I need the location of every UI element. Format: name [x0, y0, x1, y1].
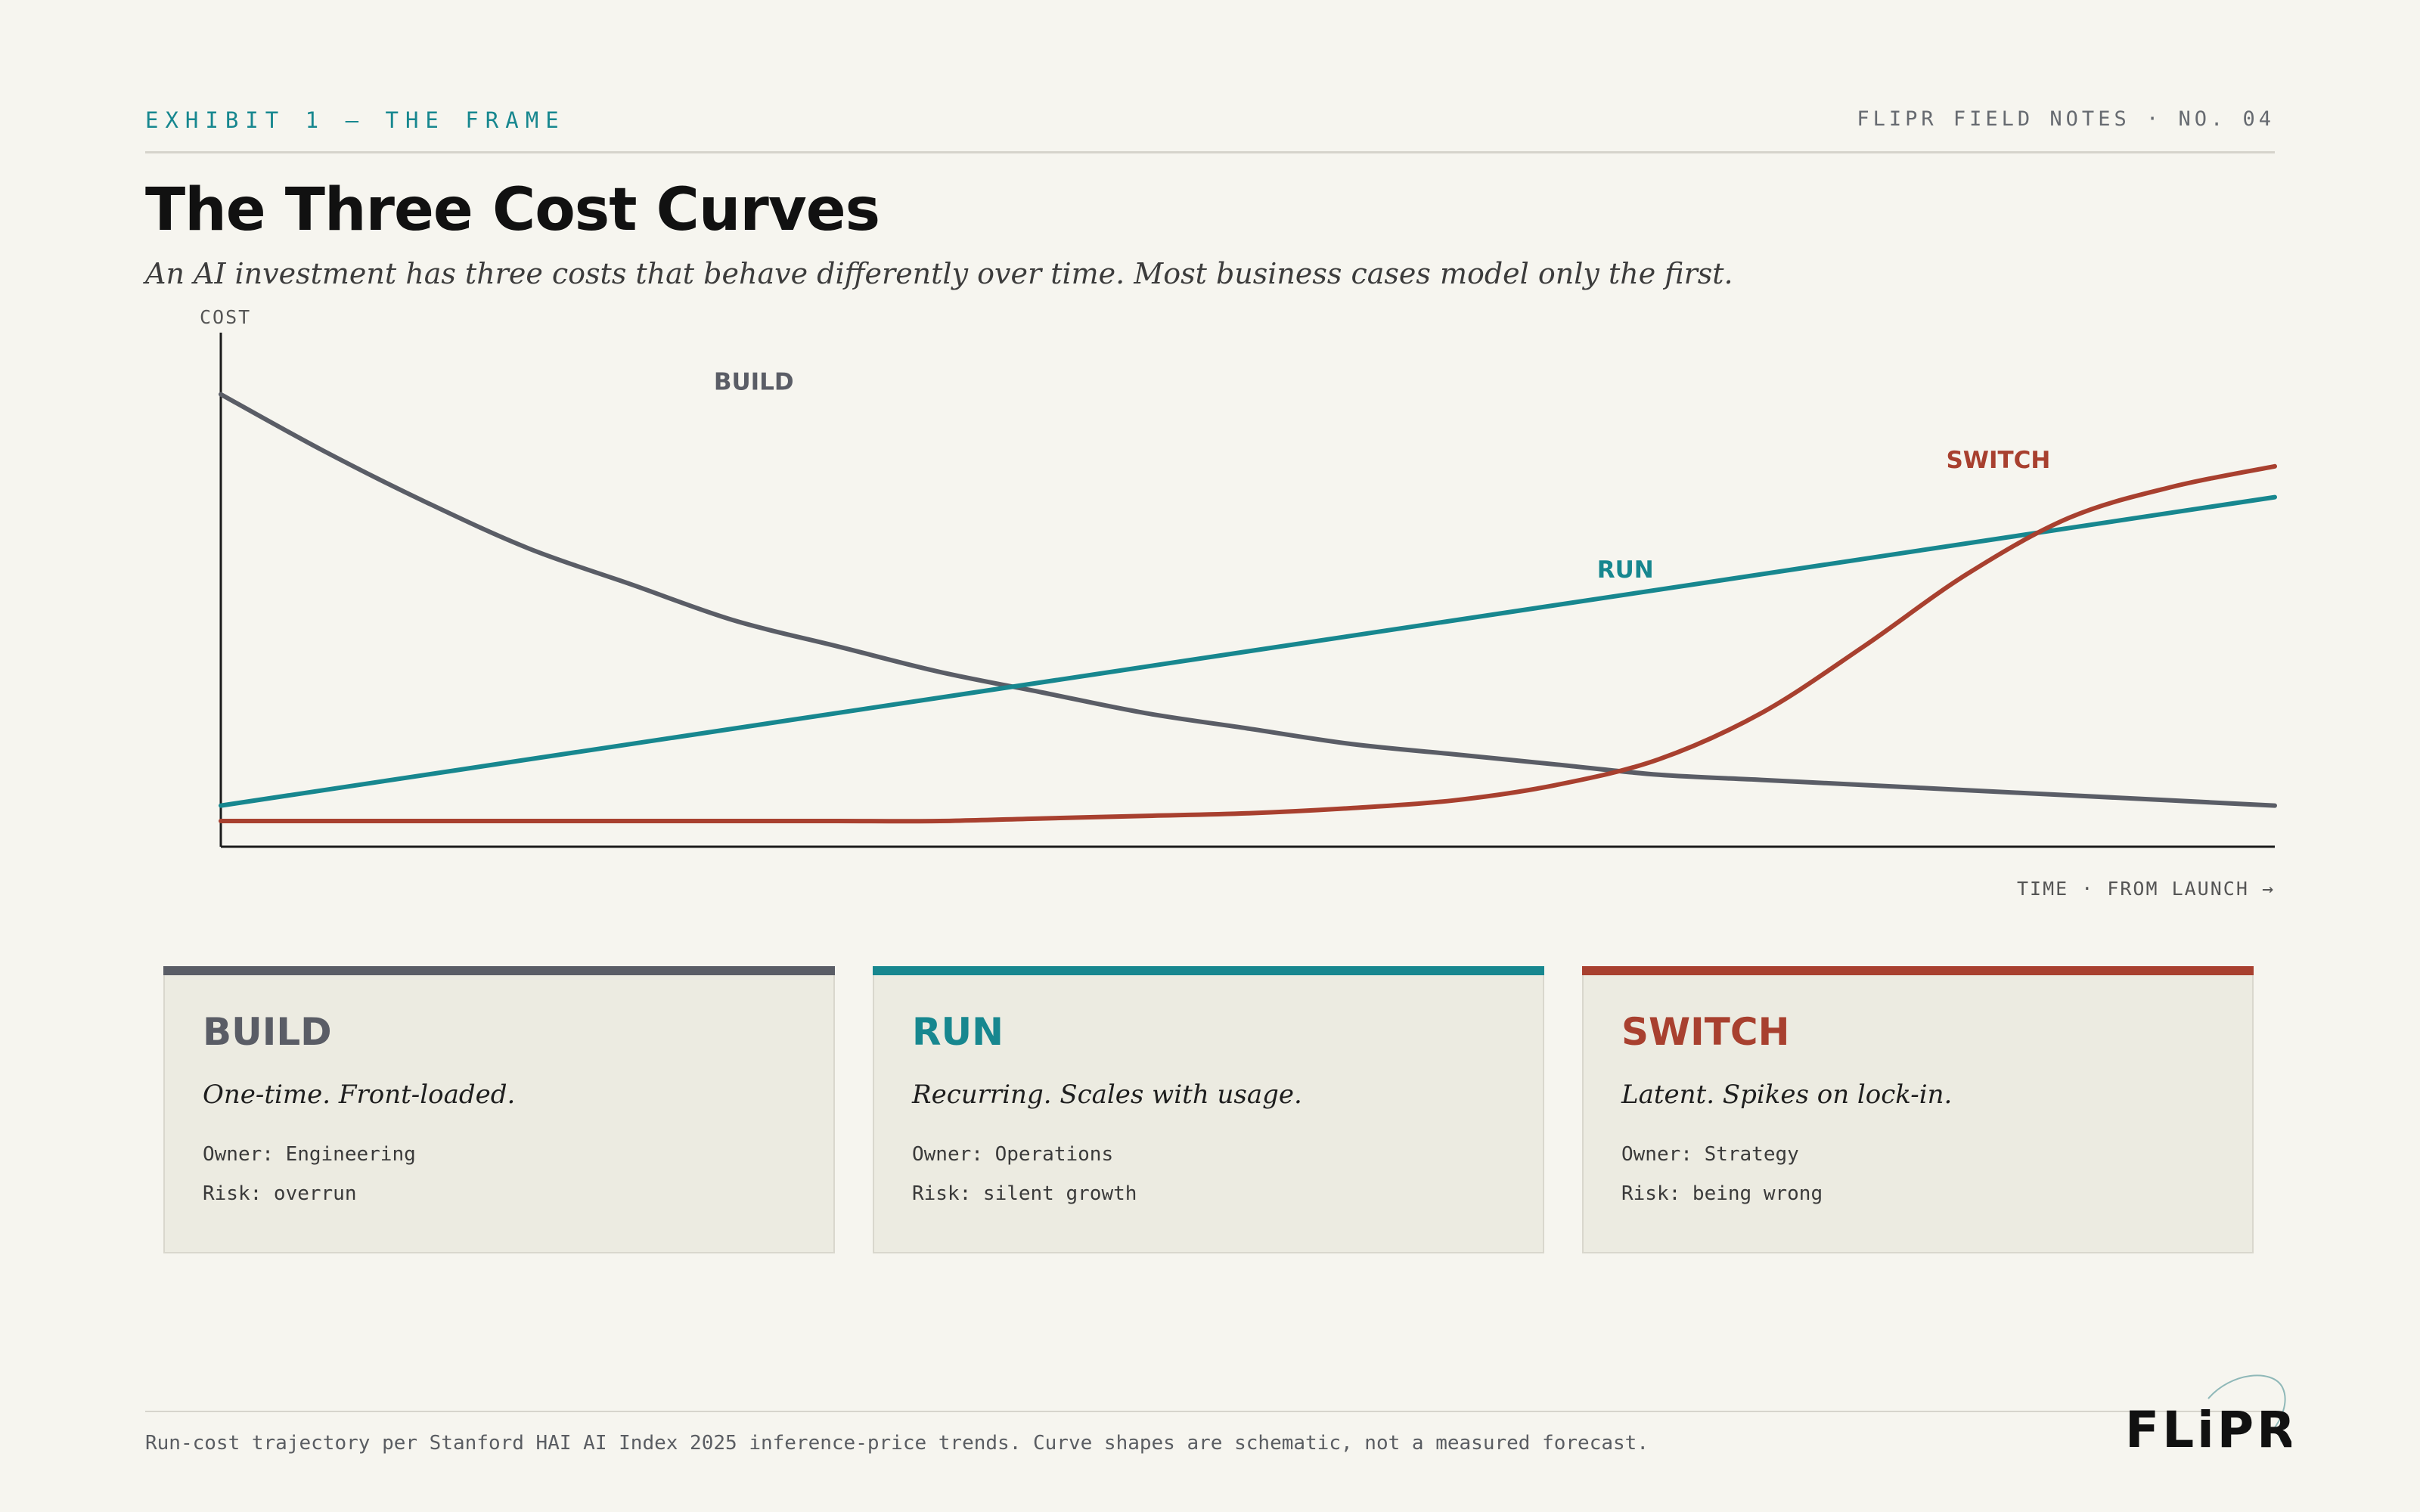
run-card-accent-bar: [873, 966, 1544, 975]
chart-series: [219, 392, 2277, 824]
chart-axes: COST TIME · FROM LAUNCH →: [200, 306, 2275, 900]
page-subtitle: An AI investment has three costs that be…: [145, 257, 1733, 290]
switch-card-owner: Owner: Strategy: [1621, 1143, 1799, 1166]
logo-swoosh: [2207, 1374, 2286, 1431]
build-card-accent-bar: [163, 966, 835, 975]
switch-card-risk: Risk: being wrong: [1621, 1182, 1823, 1205]
flipr-logo-icon: FLiPR: [2125, 1374, 2291, 1459]
build-series-line: [219, 392, 2277, 808]
run-card-tagline: Recurring. Scales with usage.: [912, 1080, 1302, 1110]
build-series-label: BUILD: [714, 369, 794, 396]
run-card-owner: Owner: Operations: [912, 1143, 1114, 1166]
build-card-tagline: One-time. Front-loaded.: [203, 1080, 516, 1110]
publication-label: FLIPR FIELD NOTES · NO. 04: [1857, 107, 2275, 131]
switch-card-title: SWITCH: [1621, 1010, 1790, 1054]
exhibit-header: EXHIBIT 1 — THE FRAME FLIPR FIELD NOTES …: [145, 104, 2275, 153]
switch-card-accent-bar: [1582, 966, 2254, 975]
logo-wordmark: FLiPR: [2125, 1401, 2291, 1459]
switch-card: SWITCH Latent. Spikes on lock-in. Owner:…: [1582, 966, 2254, 1253]
chart-labels: BUILD RUN SWITCH: [714, 369, 2051, 584]
run-series-label: RUN: [1597, 556, 1654, 584]
logo-dot: [2280, 1436, 2288, 1443]
switch-series-line: [219, 463, 2277, 824]
exhibit-label: EXHIBIT 1 — THE FRAME: [145, 107, 566, 133]
footer-divider: [145, 1411, 2275, 1412]
run-series-line: [219, 494, 2277, 808]
y-axis-label: COST: [200, 306, 251, 328]
page-title: The Three Cost Curves: [145, 176, 880, 244]
run-card: RUN Recurring. Scales with usage. Owner:…: [873, 966, 1544, 1253]
build-card-risk: Risk: overrun: [203, 1182, 357, 1205]
build-card-owner: Owner: Engineering: [203, 1143, 416, 1166]
run-card-risk: Risk: silent growth: [912, 1182, 1137, 1205]
x-axis-label: TIME · FROM LAUNCH →: [2017, 878, 2275, 900]
switch-series-label: SWITCH: [1946, 447, 2050, 474]
build-card: BUILD One-time. Front-loaded. Owner: Eng…: [163, 966, 835, 1253]
source-footnote: Run-cost trajectory per Stanford HAI AI …: [145, 1432, 1649, 1455]
switch-card-tagline: Latent. Spikes on lock-in.: [1621, 1080, 1953, 1110]
build-card-title: BUILD: [203, 1010, 332, 1054]
cost-curves-chart: COST TIME · FROM LAUNCH → BUILD RUN SWITCH: [200, 306, 2277, 900]
run-card-title: RUN: [912, 1010, 1004, 1054]
